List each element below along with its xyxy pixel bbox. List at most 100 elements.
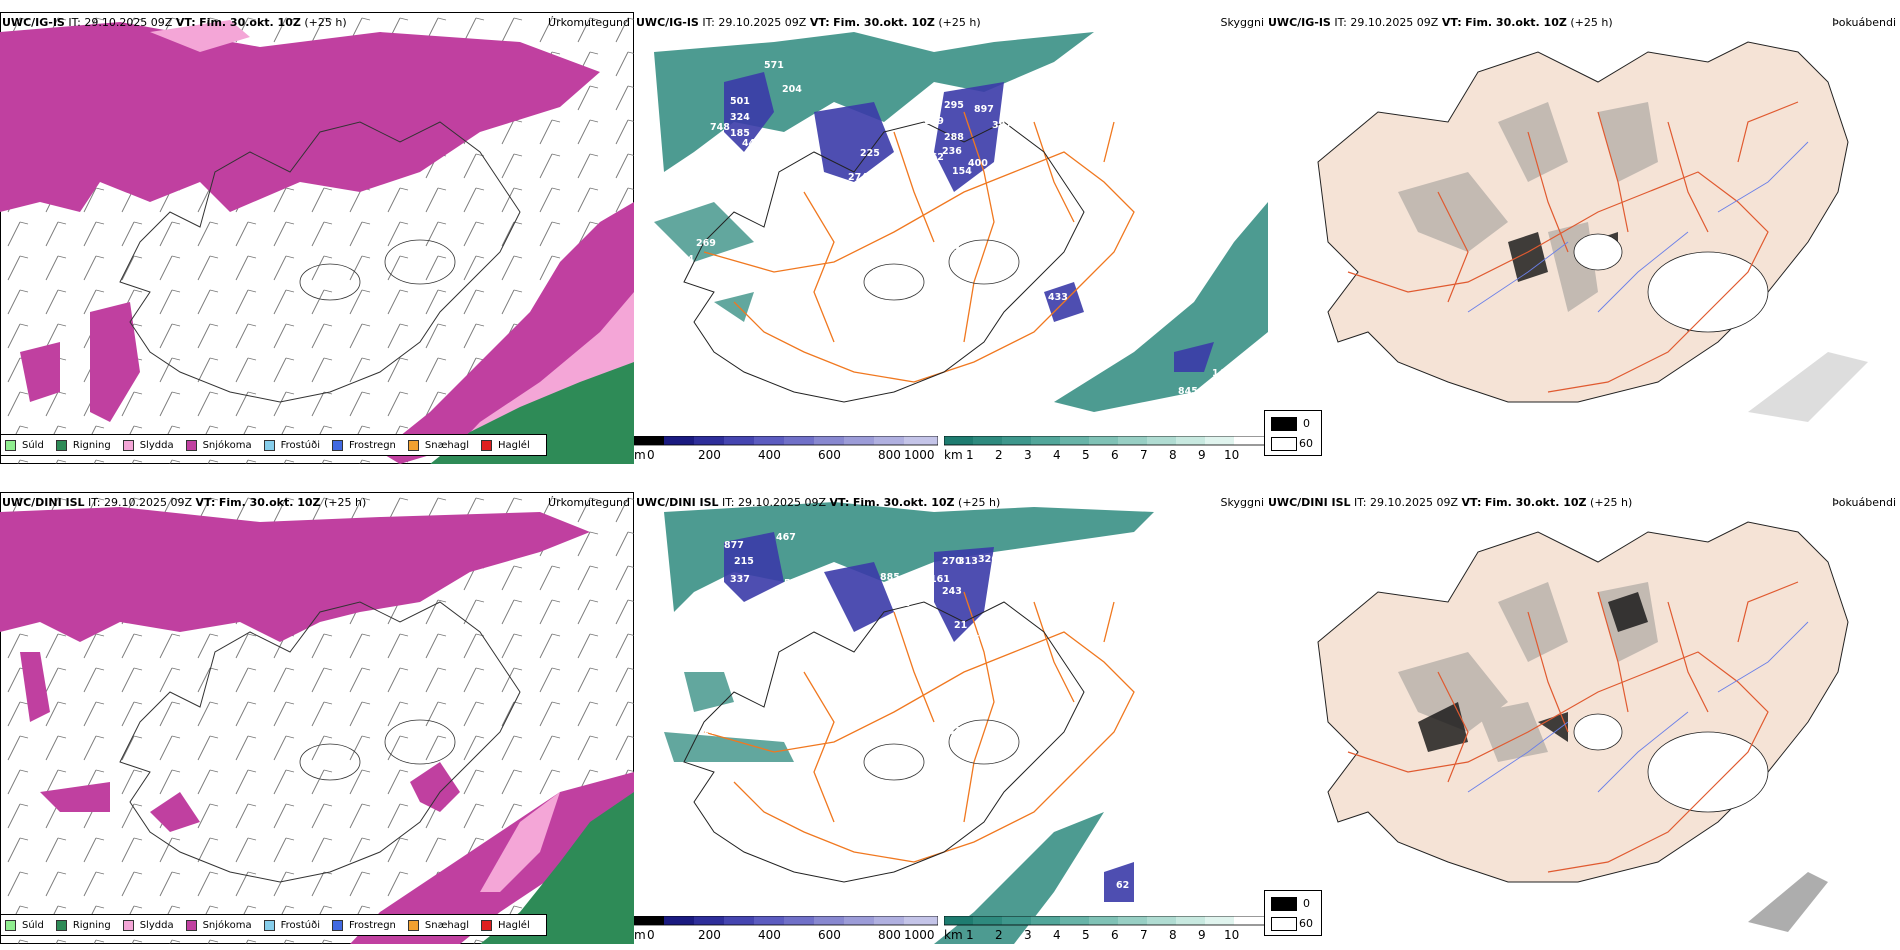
cloud-base-area [1104,862,1134,902]
coastline [119,121,521,403]
legend-item: Frostregn [332,919,396,931]
peak-value: 388 [730,150,750,161]
legend-item: Frostúði [263,919,320,931]
peak-value: 295 [944,100,964,111]
peak-value: 761 [890,598,910,609]
peak-value: 236 [942,146,962,157]
legend-item: Snæhagl [407,439,469,451]
colorbar-tick: 400 [758,928,781,942]
peak-value: 37 [948,726,961,737]
panel-type-label: Þokuábendi [1832,16,1896,29]
visibility-colorbar: km 1 2 3 4 5 6 7 8 9 10 [944,916,1268,946]
peak-value: 433 [1048,292,1068,303]
peak-value: 467 [776,532,796,543]
peak-value: 337 [730,574,750,585]
snow-area-w [20,652,200,832]
peak-value: 185 [730,128,750,139]
cloud-base-area [724,532,994,642]
peak-value: 324 [730,112,750,123]
fog-area-offshore [1748,872,1828,932]
peak-value: 144 [702,726,722,737]
precip-type-map [0,12,634,464]
cloud-base-colorbar: m 0 200 400 600 800 1000 [634,916,938,946]
peak-value: 313 [958,556,978,567]
precip-type-map [0,492,634,944]
visibility-map: 877 467 215 337 579 885 270 313 326 774 … [664,502,1154,944]
legend-item: Rigning [55,919,111,931]
colorbar-unit: km [944,928,963,942]
peak-value: 189 [960,194,980,205]
peak-value: 305 [814,174,834,185]
river-network [1467,141,1809,313]
colorbar-tick: 600 [818,448,841,462]
snow-area [0,22,600,212]
colorbar-tick: 6 [1111,448,1119,462]
visibility-map: 571 204 501 324 748 185 446 388 749 295 … [654,32,1268,412]
peak-value: 154 [952,166,972,177]
peak-value: 219 [924,116,944,127]
colorbar-tick: 800 [878,928,901,942]
peak-value: 748 [710,122,730,133]
legend-item: Frostregn [332,439,396,451]
legend-item: Haglél [481,439,530,451]
colorbar-tick: 1000 [904,928,935,942]
peak-value: 116 [872,268,892,279]
fog-legend-label: 0 [1303,897,1310,910]
peak-value: 579 [784,578,804,589]
colorbar-tick: 200 [698,928,721,942]
peak-value: 62 [1116,880,1129,891]
river-network [1467,621,1809,793]
colorbar-tick: 5 [1082,928,1090,942]
peak-value: 501 [730,96,750,107]
peak-value: 215 [734,556,754,567]
sleet-area-se [480,792,560,892]
coastline [683,121,1085,403]
colorbar-tick: 0 [647,928,655,942]
colorbar-tick: 9 [1198,448,1206,462]
colorbar-tick: 1 [966,448,974,462]
visibility-colorbar: km 1 2 3 4 5 6 7 8 9 10 [944,436,1268,466]
legend-item: Haglél [481,919,530,931]
fog-legend: 0 60 [1264,890,1322,936]
visibility-area [664,672,794,762]
colorbar-tick: 9 [1198,928,1206,942]
peak-value: 845 [1178,386,1198,397]
visibility-panel-1: 571 204 501 324 748 185 446 388 749 295 … [634,12,1268,464]
peak-value: 547 [908,610,928,621]
visibility-area [1054,202,1268,412]
colorbar-tick: 0 [647,448,655,462]
sleet-area-se [440,292,634,464]
colorbar-tick: 7 [1140,448,1148,462]
road-network [1347,101,1799,393]
peak-value: 269 [696,238,716,249]
peak-value: 313 [940,244,960,255]
visibility-colorbar-swatches [944,436,1268,446]
peak-labels: 571 204 501 324 748 185 446 388 749 295 … [674,60,1232,397]
visibility-panel-2: 877 467 215 337 579 885 270 313 326 774 … [634,492,1268,944]
panel-type-label: Úrkomutegund [548,16,630,29]
peak-value: 225 [860,148,880,159]
colorbar-unit: m [634,448,646,462]
fog-legend-swatch [1271,897,1297,911]
colorbar-tick: 6 [1111,928,1119,942]
legend-item: Snjókoma [185,439,252,451]
panel-title: UWC/DINI ISL IT: 29.10.2025 09Z VT: Fim.… [1268,496,1633,509]
legend-item: Rigning [55,439,111,451]
peak-value: 162 [924,152,944,163]
panel-title: UWC/DINI ISL IT: 29.10.2025 09Z VT: Fim.… [2,496,367,509]
fog-legend-label: 0 [1303,417,1310,430]
peak-value: 897 [974,104,994,115]
legend-item: Slydda [122,919,174,931]
fog-panel-2: UWC/DINI ISL IT: 29.10.2025 09Z VT: Fim.… [1268,492,1900,944]
snow-area-c [410,762,460,812]
peak-value: 884 [674,254,694,265]
fog-area [1398,582,1658,762]
colorbar-tick: 3 [1024,448,1032,462]
colorbar-tick: 400 [758,448,781,462]
colorbar-tick: 1000 [904,448,935,462]
legend-item: Súld [5,439,44,451]
panel-type-label: Skyggni [1220,496,1264,509]
panel-title: UWC/DINI ISL IT: 29.10.2025 09Z VT: Fim.… [636,496,1001,509]
visibility-colorbar-swatches [944,916,1268,926]
panel-title: UWC/IG-IS IT: 29.10.2025 09Z VT: Fim. 30… [2,16,347,29]
